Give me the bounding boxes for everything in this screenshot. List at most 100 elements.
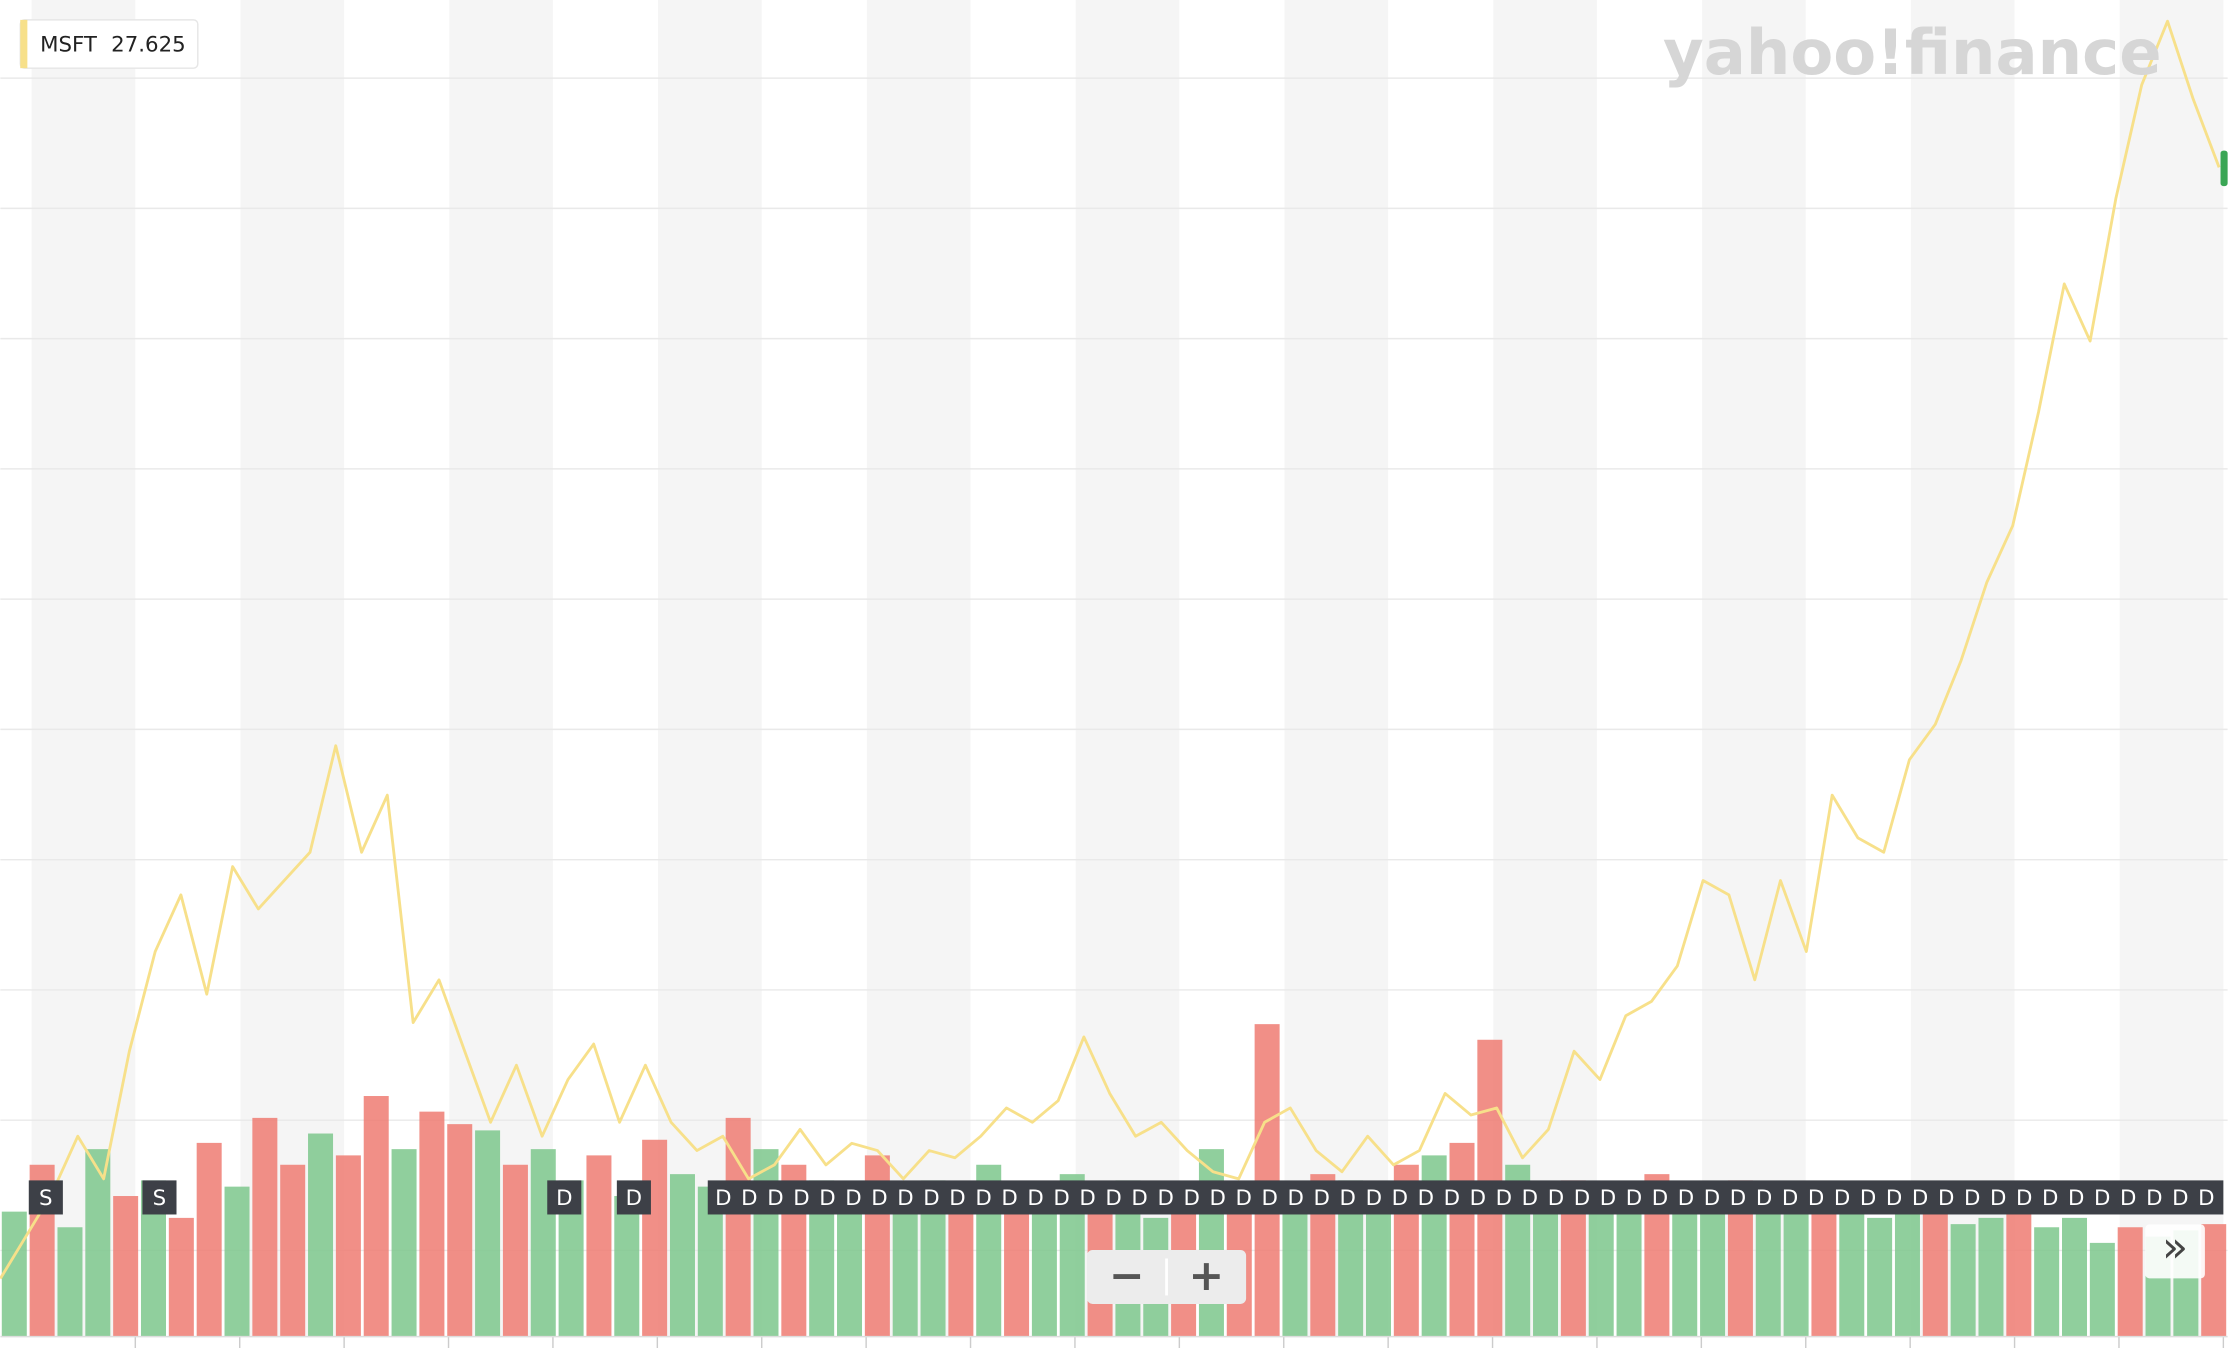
volume-bar xyxy=(669,1174,695,1337)
legend: MSFT 27.625 xyxy=(19,19,199,69)
volume-bar xyxy=(1588,1196,1614,1337)
price-layer xyxy=(0,19,2221,1280)
volume-bar xyxy=(1031,1192,1057,1337)
event-marker: D xyxy=(871,1186,887,1211)
event-marker: D xyxy=(1912,1186,1928,1211)
volume-bar xyxy=(2006,1211,2032,1337)
event-marker: D xyxy=(1131,1186,1147,1211)
logo: yahoo!finance xyxy=(1663,16,2162,89)
event-marker: D xyxy=(1470,1186,1486,1211)
volume-bar xyxy=(447,1124,473,1337)
volume-bar xyxy=(1811,1211,1837,1337)
event-marker: S xyxy=(153,1186,167,1211)
event-marker: D xyxy=(1209,1186,1225,1211)
volume-bar xyxy=(1978,1217,2004,1337)
band xyxy=(658,0,762,1337)
volume-bar xyxy=(2062,1217,2088,1337)
event-marker: D xyxy=(2146,1186,2162,1211)
zoom-out[interactable]: − xyxy=(1109,1251,1145,1301)
event-strip xyxy=(707,1180,2224,1215)
legend-symbol: MSFT xyxy=(40,32,98,57)
volume-bar xyxy=(1616,1211,1642,1337)
event-marker: D xyxy=(923,1186,939,1211)
event-marker: D xyxy=(1314,1186,1330,1211)
event-marker: D xyxy=(1652,1186,1668,1211)
event-marker: D xyxy=(1886,1186,1902,1211)
expand-button[interactable]: » xyxy=(2162,1222,2188,1272)
event-marker: D xyxy=(626,1186,642,1211)
band xyxy=(449,0,553,1337)
event-marker: D xyxy=(1678,1186,1694,1211)
volume-bar xyxy=(1922,1211,1948,1337)
event-marker: D xyxy=(845,1186,861,1211)
event-marker: D xyxy=(741,1186,757,1211)
volume-bar xyxy=(614,1196,640,1337)
volume-bar xyxy=(1894,1205,1920,1337)
volume-bar xyxy=(837,1196,863,1337)
volume-bar xyxy=(1004,1211,1030,1337)
event-marker: D xyxy=(1626,1186,1642,1211)
event-marker: D xyxy=(1938,1186,1954,1211)
volume-bar xyxy=(1,1211,27,1337)
event-marker: D xyxy=(2120,1186,2136,1211)
event-marker: D xyxy=(1340,1186,1356,1211)
event-marker: D xyxy=(2198,1186,2214,1211)
event-marker: D xyxy=(1756,1186,1772,1211)
event-marker: D xyxy=(1444,1186,1460,1211)
event-marker: D xyxy=(1782,1186,1798,1211)
event-marker: D xyxy=(1600,1186,1616,1211)
event-marker: D xyxy=(1105,1186,1121,1211)
price-tag xyxy=(2220,150,2228,187)
volume-bar xyxy=(1839,1196,1865,1337)
volume-bar xyxy=(642,1139,668,1337)
event-marker: D xyxy=(819,1186,835,1211)
volume-bar xyxy=(892,1205,918,1337)
zoom-in[interactable]: + xyxy=(1188,1251,1224,1301)
band xyxy=(1493,0,1597,1337)
event-marker: D xyxy=(897,1186,913,1211)
event-marker: D xyxy=(2042,1186,2058,1211)
event-marker: D xyxy=(1183,1186,1199,1211)
event-marker: S xyxy=(39,1186,53,1211)
event-marker: D xyxy=(1574,1186,1590,1211)
event-marker: D xyxy=(2094,1186,2110,1211)
event-marker: D xyxy=(1236,1186,1252,1211)
event-marker: D xyxy=(1730,1186,1746,1211)
volume-bar xyxy=(2034,1227,2060,1337)
volume-bar xyxy=(196,1142,222,1337)
band xyxy=(2119,0,2224,1337)
expand-box xyxy=(2145,1224,2205,1279)
event-marker: D xyxy=(1522,1186,1538,1211)
event-marker: D xyxy=(1053,1186,1069,1211)
volume-bar xyxy=(308,1133,334,1337)
event-marker: D xyxy=(2172,1186,2188,1211)
volume-bar xyxy=(2201,1224,2227,1337)
volume-bar xyxy=(280,1164,306,1337)
price-line xyxy=(0,19,2221,1280)
band xyxy=(1702,0,1806,1337)
event-marker: D xyxy=(556,1186,572,1211)
event-marker: D xyxy=(949,1186,965,1211)
volume-bar xyxy=(363,1096,389,1337)
event-box xyxy=(547,1180,582,1215)
event-marker: D xyxy=(2068,1186,2084,1211)
event-marker: D xyxy=(1834,1186,1850,1211)
volume-bar xyxy=(1449,1142,1475,1337)
volume-bar xyxy=(1867,1217,1893,1337)
event-marker: D xyxy=(1990,1186,2006,1211)
volume-bar xyxy=(113,1196,139,1337)
event-marker: D xyxy=(1704,1186,1720,1211)
volume-bar xyxy=(2089,1242,2115,1337)
volume-bar xyxy=(530,1149,556,1337)
volume-bar xyxy=(1198,1149,1224,1337)
event-marker: D xyxy=(1964,1186,1980,1211)
volume-bar xyxy=(1254,1024,1280,1337)
event-marker: D xyxy=(1288,1186,1304,1211)
volume-bar xyxy=(224,1186,250,1337)
event-marker: D xyxy=(1418,1186,1434,1211)
event-box xyxy=(142,1180,177,1215)
event-marker: D xyxy=(1262,1186,1278,1211)
volume-bar xyxy=(1282,1196,1308,1337)
